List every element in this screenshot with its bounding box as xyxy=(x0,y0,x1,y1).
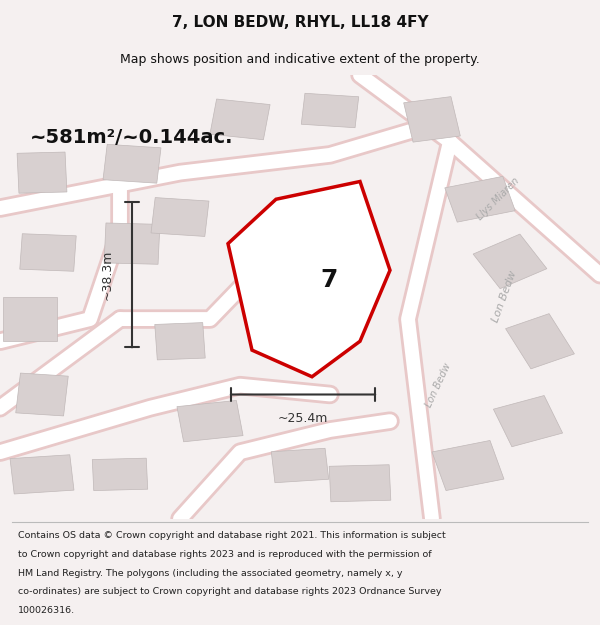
Polygon shape xyxy=(16,373,68,416)
Text: Contains OS data © Crown copyright and database right 2021. This information is : Contains OS data © Crown copyright and d… xyxy=(18,531,446,541)
Polygon shape xyxy=(92,458,148,491)
Text: 7, LON BEDW, RHYL, LL18 4FY: 7, LON BEDW, RHYL, LL18 4FY xyxy=(172,15,428,30)
Polygon shape xyxy=(404,97,460,142)
Polygon shape xyxy=(3,297,57,341)
Polygon shape xyxy=(104,223,160,264)
Polygon shape xyxy=(493,396,563,447)
Polygon shape xyxy=(301,93,359,128)
Polygon shape xyxy=(210,99,270,140)
Text: 100026316.: 100026316. xyxy=(18,606,75,615)
Text: Lon Bedw: Lon Bedw xyxy=(424,362,452,409)
Polygon shape xyxy=(151,198,209,236)
Polygon shape xyxy=(177,401,243,442)
Polygon shape xyxy=(10,455,74,494)
Polygon shape xyxy=(20,234,76,271)
Text: Lon Bedw: Lon Bedw xyxy=(490,269,518,324)
Text: ~581m²/~0.144ac.: ~581m²/~0.144ac. xyxy=(30,128,233,148)
Polygon shape xyxy=(103,144,161,183)
Polygon shape xyxy=(17,152,67,193)
Polygon shape xyxy=(276,245,348,295)
Text: Llys Miaren: Llys Miaren xyxy=(475,176,521,222)
Text: to Crown copyright and database rights 2023 and is reproduced with the permissio: to Crown copyright and database rights 2… xyxy=(18,550,431,559)
Polygon shape xyxy=(329,465,391,502)
Polygon shape xyxy=(271,448,329,482)
Polygon shape xyxy=(432,441,504,491)
Polygon shape xyxy=(506,314,574,369)
Text: 7: 7 xyxy=(320,268,338,292)
Text: HM Land Registry. The polygons (including the associated geometry, namely x, y: HM Land Registry. The polygons (includin… xyxy=(18,569,403,578)
Text: co-ordinates) are subject to Crown copyright and database rights 2023 Ordnance S: co-ordinates) are subject to Crown copyr… xyxy=(18,588,442,596)
Text: Map shows position and indicative extent of the property.: Map shows position and indicative extent… xyxy=(120,54,480,66)
Polygon shape xyxy=(473,234,547,289)
Text: ~38.3m: ~38.3m xyxy=(101,249,114,300)
Polygon shape xyxy=(228,181,390,377)
Text: ~25.4m: ~25.4m xyxy=(278,412,328,425)
Polygon shape xyxy=(445,176,515,222)
Polygon shape xyxy=(155,322,205,360)
